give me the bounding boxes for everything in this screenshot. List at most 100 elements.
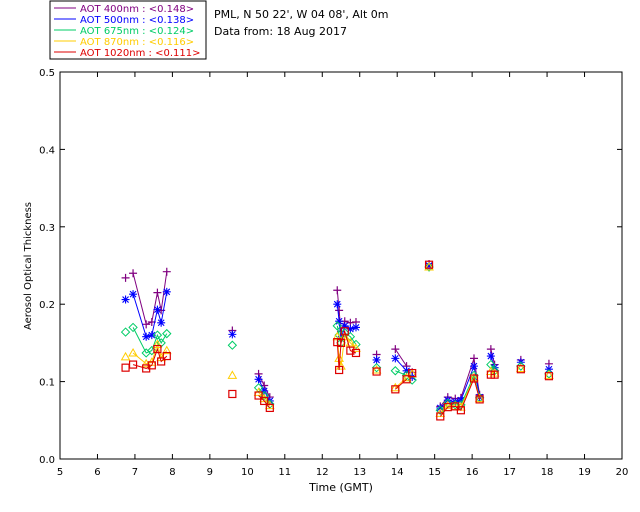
data-point [486,345,495,354]
data-point [227,370,238,379]
data-point [128,360,138,369]
title-line-location: PML, N 50 22', W 04 08', Alt 0m [214,8,388,21]
data-point [162,287,171,296]
data-point [490,370,499,379]
data-point [371,362,382,373]
data-point [351,323,360,332]
y-tick-label: 0.3 [39,223,55,234]
y-tick-label: 0.5 [39,68,55,79]
data-point [443,396,452,405]
data-point [470,354,479,363]
data-point [142,320,151,329]
data-point [335,317,344,326]
series-line [132,271,168,325]
data-point [153,305,162,314]
title-line-date: Data from: 18 Aug 2017 [214,25,347,38]
data-point [402,375,411,384]
data-point [391,345,400,354]
data-point [515,363,526,372]
x-tick-label: 13 [353,467,366,478]
data-point [153,344,162,354]
data-point [147,331,156,340]
data-point [456,406,465,415]
data-point [128,322,138,333]
x-tick-label: 16 [466,467,479,478]
x-tick-label: 12 [316,467,329,478]
data-point [162,328,172,339]
data-point [157,357,166,366]
x-tick-label: 20 [616,467,629,478]
data-point [475,395,484,404]
chart-title: PML, N 50 22', W 04 08', Alt 0m Data fro… [214,8,388,38]
data-point [260,396,269,406]
data-point [120,351,131,361]
data-point [227,340,238,350]
data-point [408,368,417,378]
data-point [157,318,166,327]
data-point [340,327,349,336]
x-tick-label: 14 [391,467,404,478]
data-point [372,367,381,376]
data-point [340,321,349,330]
legend-label: AOT 1020nm : <0.111> [80,48,200,59]
data-point [371,364,382,374]
data-point [121,295,130,304]
legend-label: AOT 500nm : <0.138> [80,15,194,26]
x-tick-label: 6 [94,467,100,478]
data-point [335,306,344,315]
data-point [336,338,346,347]
data-point [335,365,344,375]
x-tick-label: 15 [428,467,441,478]
series-line [132,291,168,338]
series-line [336,329,357,371]
data-point [544,370,554,379]
series-4 [121,260,554,421]
data-point [142,332,151,341]
x-axis-label: Time (GMT) [308,481,373,494]
y-axis-label: Aerosol Optical Thickness [23,202,34,330]
legend-label: AOT 400nm : <0.148> [80,4,194,15]
y-tick-label: 0.0 [39,455,55,466]
data-point [332,321,342,331]
data-point [516,361,526,371]
x-tick-label: 17 [503,467,516,478]
data-point [153,288,162,297]
series-line [132,327,168,354]
data-point [474,393,485,403]
x-tick-label: 11 [278,467,291,478]
data-point [152,330,163,340]
legend-label: AOT 870nm : <0.116> [80,37,194,48]
data-point [129,269,138,278]
data-point [120,327,131,337]
data-point [469,372,479,382]
data-point [544,372,554,381]
data-point [486,359,496,370]
data-point [435,405,445,415]
axes: 5 6 7 8 9 10 11 12 13 14 15 16 17 18 19 20 0.0 0.1 0.2 0.3 0… [39,68,628,478]
data-point [228,389,237,399]
data-point [334,353,344,362]
x-tick-label: 7 [132,467,138,478]
data-point [424,260,434,269]
data-point [442,400,453,410]
data-point [490,363,499,372]
series-line [394,348,408,367]
x-tick-label: 10 [241,467,254,478]
legend: AOT 400nm : <0.148>AOT 500nm : <0.138> AO… [49,0,207,60]
data-point [516,365,525,374]
data-point [121,273,130,282]
data-point [469,374,479,383]
series-layer [120,259,554,421]
y-tick-label: 0.2 [39,300,55,311]
plot-frame [59,71,623,460]
data-point [436,403,445,412]
data-point [424,262,434,271]
series-line [490,348,496,365]
data-point [129,290,138,299]
y-tick-label: 0.4 [39,145,55,156]
x-tick-label: 9 [207,467,213,478]
y-tick-label: 0.1 [39,378,55,389]
data-point [265,403,274,413]
